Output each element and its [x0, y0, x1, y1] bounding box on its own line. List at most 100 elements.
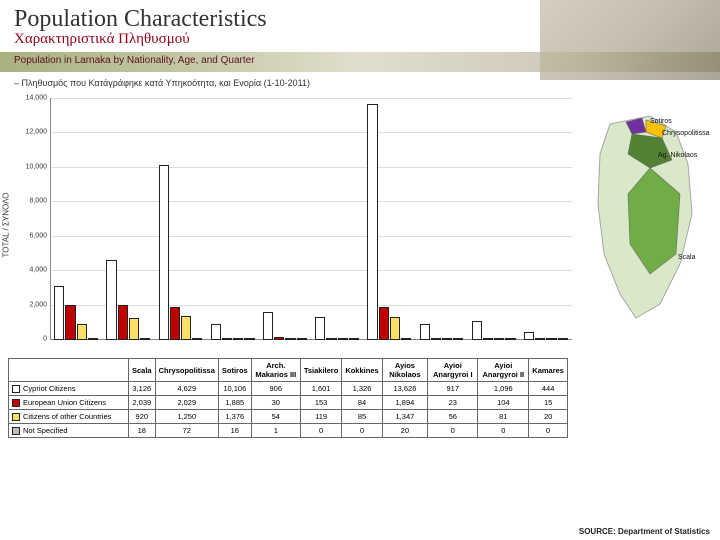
table-cell: 1,376	[218, 410, 251, 424]
table-cell: 13,626	[382, 382, 427, 396]
row-head: Not Specified	[9, 424, 129, 438]
bar	[192, 338, 202, 340]
bar	[106, 260, 116, 340]
bar	[453, 338, 463, 340]
table-cell: 1,326	[342, 382, 382, 396]
y-tick-label: 14,000	[11, 95, 47, 102]
bar	[367, 104, 377, 340]
y-tick-label: 2,000	[11, 301, 47, 308]
bar	[88, 338, 98, 340]
col-head: Ayioi Anargyroi II	[478, 359, 529, 382]
bar-group	[472, 98, 516, 340]
table-cell: 444	[529, 382, 568, 396]
bar	[546, 338, 556, 340]
table-cell: 20	[529, 410, 568, 424]
table-cell: 85	[342, 410, 382, 424]
table-cell: 3,126	[129, 382, 156, 396]
table-cell: 917	[428, 382, 478, 396]
table-row: European Union Citizens2,0392,0291,88530…	[9, 396, 568, 410]
table-cell: 0	[529, 424, 568, 438]
table-cell: 920	[129, 410, 156, 424]
col-head: Kokkines	[342, 359, 382, 382]
bar	[65, 305, 75, 340]
map-label-agnik: Ag. Nikolaos	[658, 152, 697, 159]
bar	[285, 338, 295, 340]
table-cell: 1,885	[218, 396, 251, 410]
category-group	[311, 98, 363, 356]
col-head: Ayios Nikolaos	[382, 359, 427, 382]
category-group	[520, 98, 572, 356]
table-cell: 0	[428, 424, 478, 438]
col-head: Sotiros	[218, 359, 251, 382]
category-group	[363, 98, 415, 356]
col-head: Scala	[129, 359, 156, 382]
page-title-en: Population Characteristics	[14, 6, 706, 33]
bar-group	[315, 98, 359, 340]
table-cell: 1,894	[382, 396, 427, 410]
bar	[338, 338, 348, 340]
row-head: Cypriot Citizens	[9, 382, 129, 396]
bar	[263, 312, 273, 340]
col-head: Ayioi Anargyroi I	[428, 359, 478, 382]
bar	[558, 338, 568, 340]
row-head: Citizens of other Countries	[9, 410, 129, 424]
bar-group	[524, 98, 568, 340]
bar	[118, 305, 128, 340]
bar	[233, 338, 243, 340]
category-group	[154, 98, 206, 356]
row-head: European Union Citizens	[9, 396, 129, 410]
page-title-gr: Χαρακτηριστικά Πληθυσμού	[14, 31, 706, 48]
table-cell: 1,601	[300, 382, 341, 396]
bar	[483, 338, 493, 340]
bar	[315, 317, 325, 340]
table-cell: 0	[342, 424, 382, 438]
table-row: Not Specified18721610020000	[9, 424, 568, 438]
bar-group	[420, 98, 464, 340]
table-cell: 906	[251, 382, 300, 396]
bar	[129, 318, 139, 340]
data-table-wrap: Scala Chrysopolitissa Sotiros Arch. Maka…	[8, 358, 712, 438]
bar-group	[263, 98, 307, 340]
chart-categories	[50, 98, 572, 356]
category-group	[468, 98, 520, 356]
y-tick-label: 4,000	[11, 267, 47, 274]
bar	[77, 324, 87, 340]
y-tick-label: 0	[11, 336, 47, 343]
bar	[140, 338, 150, 340]
bar	[494, 338, 504, 340]
table-header-row: Scala Chrysopolitissa Sotiros Arch. Maka…	[9, 359, 568, 382]
y-axis-label: TOTAL / ΣΥΝΟΛΟ	[2, 193, 11, 258]
map-svg	[580, 104, 712, 334]
bar	[181, 316, 191, 340]
table-cell: 30	[251, 396, 300, 410]
subtitle-text: Population in Larnaka by Nationality, Ag…	[0, 52, 720, 69]
col-head: Tsiakilero	[300, 359, 341, 382]
table-cell: 1	[251, 424, 300, 438]
bar	[442, 338, 452, 340]
category-group	[207, 98, 259, 356]
table-cell: 0	[478, 424, 529, 438]
table-row: Citizens of other Countries9201,2501,376…	[9, 410, 568, 424]
bar	[420, 324, 430, 340]
map-label-scala: Scala	[678, 254, 696, 261]
table-corner-cell	[9, 359, 129, 382]
col-head: Arch. Makarios III	[251, 359, 300, 382]
bar	[274, 337, 284, 340]
subtitle-bar: Population in Larnaka by Nationality, Ag…	[0, 52, 720, 72]
table-cell: 84	[342, 396, 382, 410]
bar	[326, 338, 336, 340]
bar	[170, 307, 180, 340]
bar	[54, 286, 64, 340]
bar	[244, 338, 254, 340]
map-area: Sotiros Chrysopolitissa Ag. Nikolaos Sca…	[580, 104, 712, 334]
bar	[505, 338, 515, 340]
category-group	[50, 98, 102, 356]
table-row: Cypriot Citizens3,1264,62910,1069061,601…	[9, 382, 568, 396]
y-tick-label: 6,000	[11, 232, 47, 239]
col-head: Kamares	[529, 359, 568, 382]
map-label-sotiros: Sotiros	[650, 118, 672, 125]
table-cell: 72	[155, 424, 218, 438]
table-cell: 104	[478, 396, 529, 410]
table-cell: 1,096	[478, 382, 529, 396]
chart-area: TOTAL / ΣΥΝΟΛΟ 02,0004,0006,0008,00010,0…	[8, 94, 712, 356]
